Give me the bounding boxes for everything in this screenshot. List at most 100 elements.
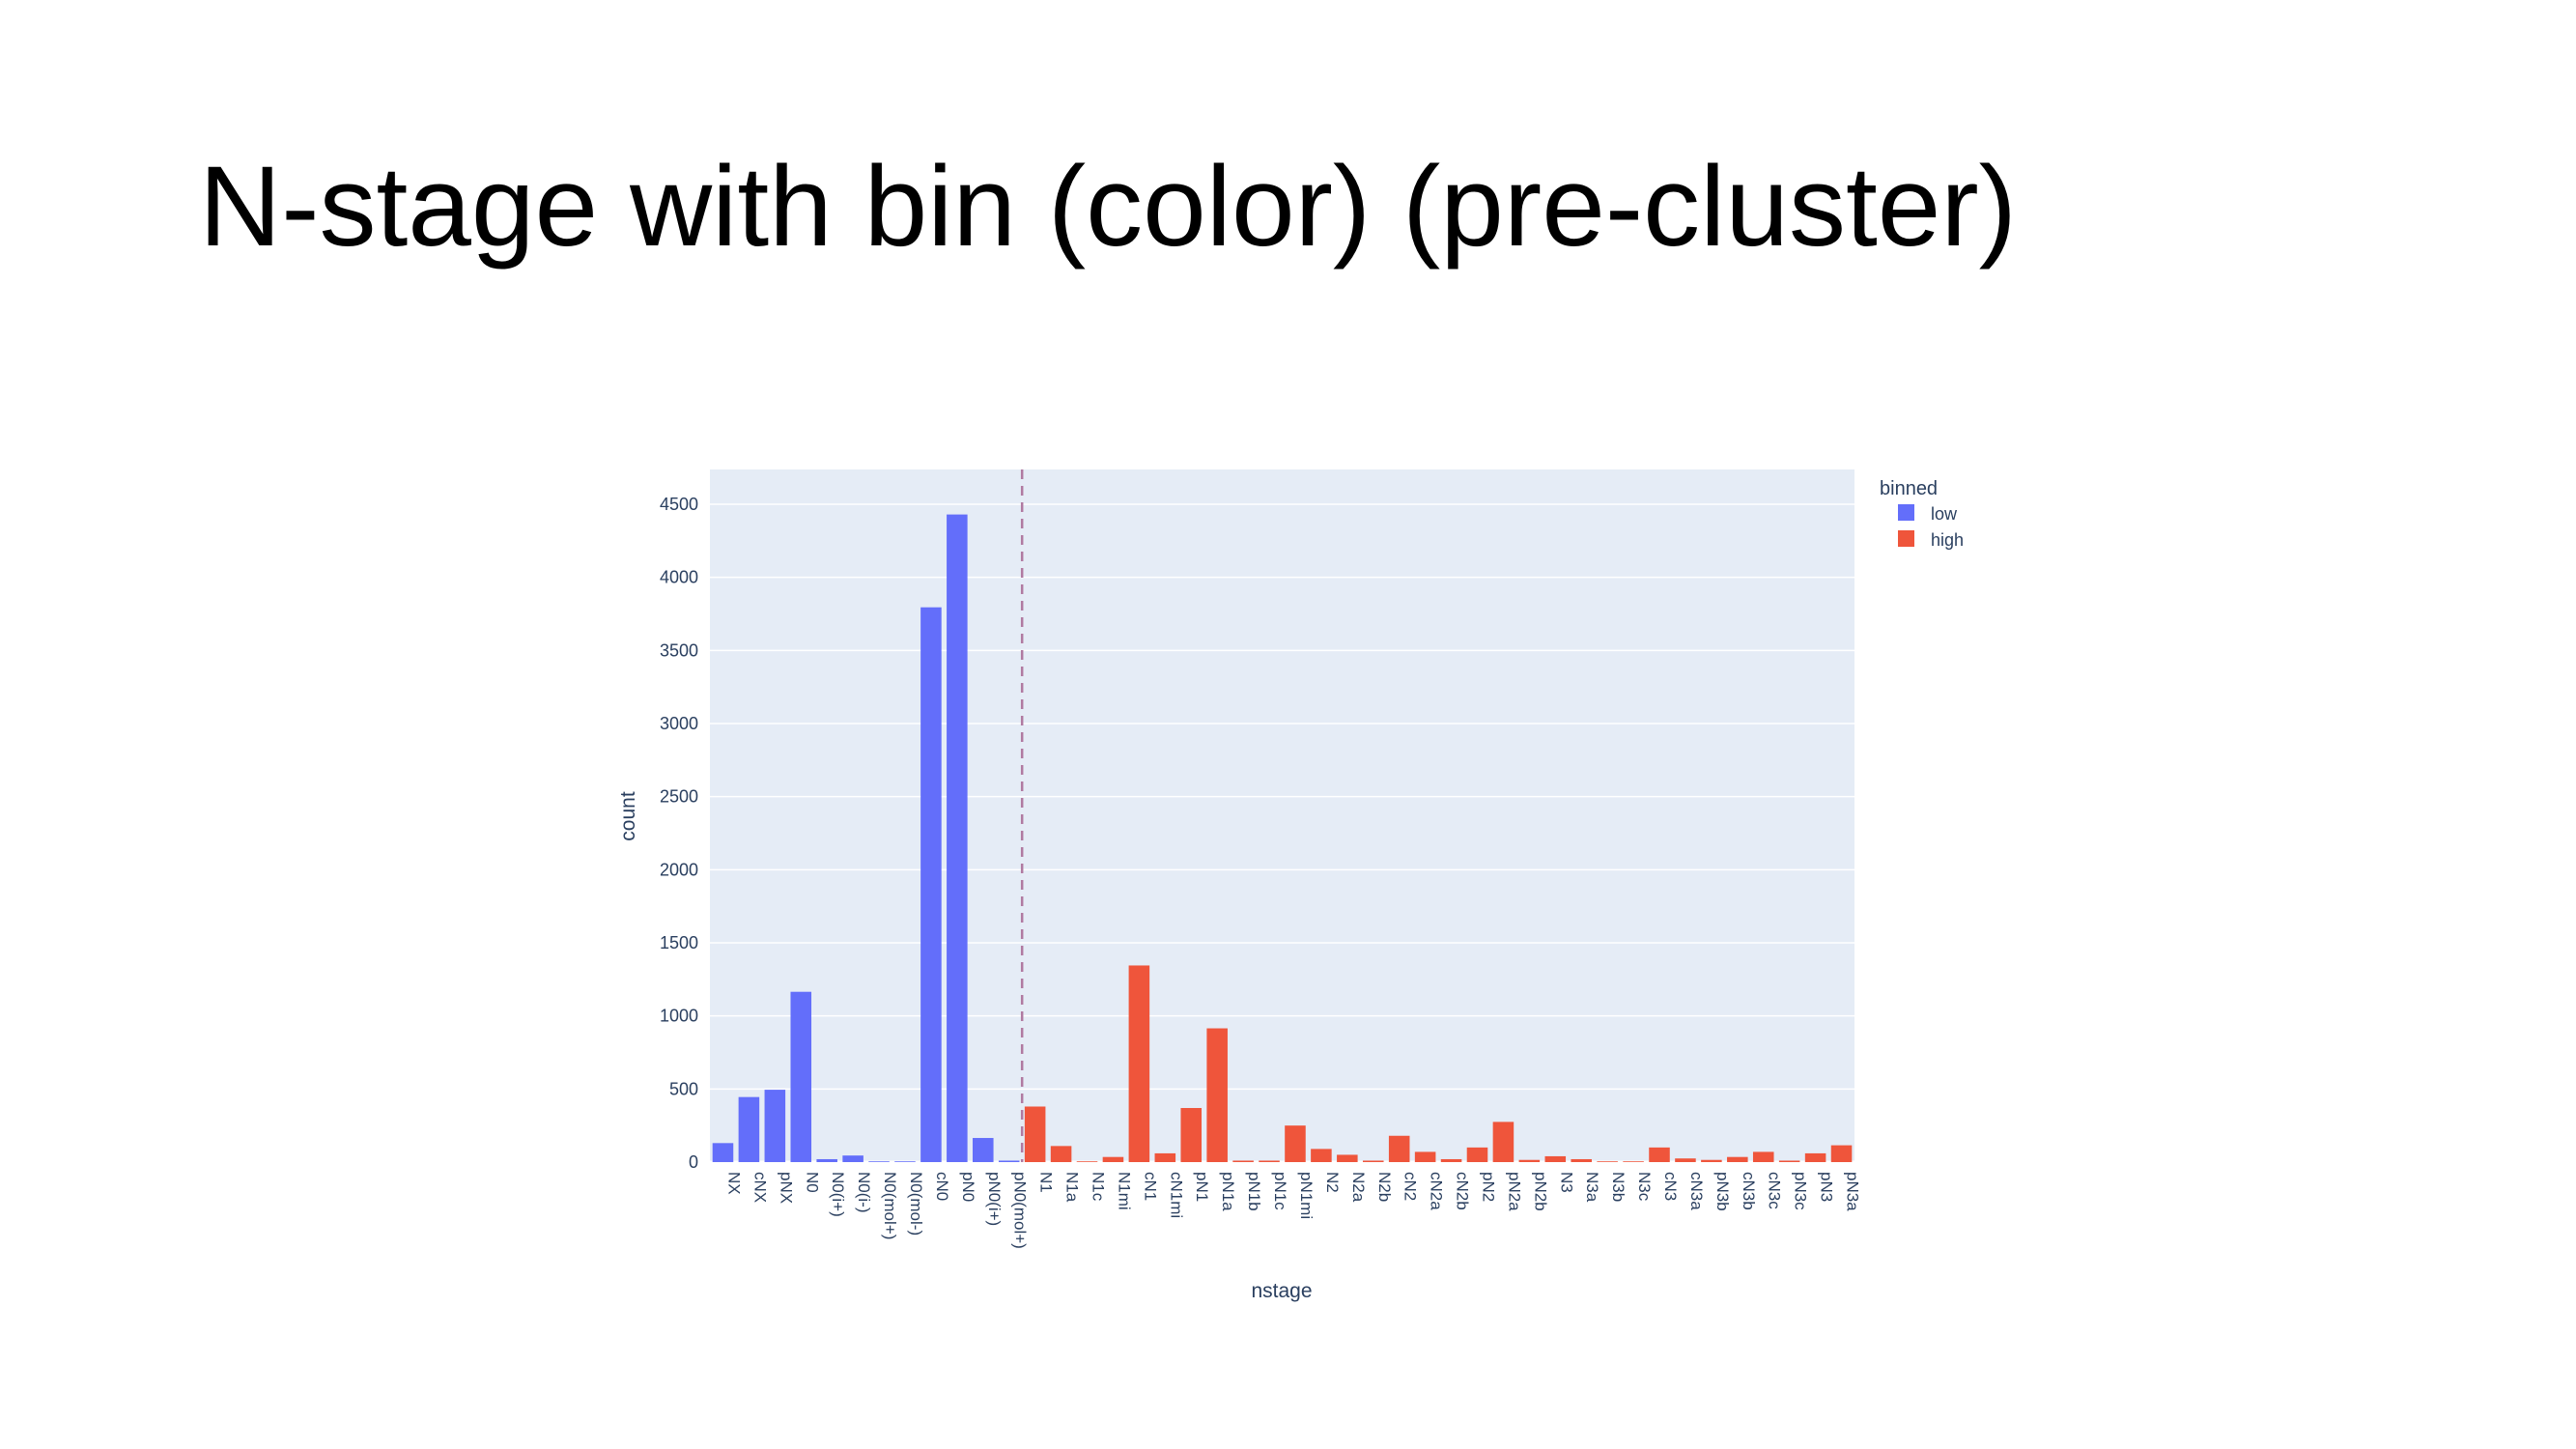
bar-low[interactable]: [973, 1138, 994, 1162]
x-tick-label: cN3a: [1687, 1172, 1706, 1210]
x-tick-label: cN1mi: [1167, 1172, 1185, 1218]
x-tick-label: pN1b: [1245, 1172, 1263, 1211]
x-tick-label: N3a: [1583, 1172, 1601, 1203]
bar-high[interactable]: [1102, 1156, 1124, 1162]
x-tick-label: N2: [1323, 1172, 1342, 1193]
bar-high[interactable]: [1024, 1106, 1046, 1162]
x-tick-label: pN1: [1193, 1172, 1211, 1202]
bar-low[interactable]: [764, 1090, 786, 1162]
x-tick-label: cN2b: [1454, 1172, 1472, 1210]
bar-high[interactable]: [1232, 1160, 1254, 1162]
bar-high[interactable]: [1623, 1161, 1644, 1162]
bar-high[interactable]: [1752, 1151, 1774, 1162]
bar-high[interactable]: [1649, 1147, 1670, 1162]
x-tick-label: N3b: [1609, 1172, 1628, 1202]
bar-high[interactable]: [1544, 1155, 1567, 1162]
bar-low[interactable]: [894, 1161, 916, 1162]
bar-high[interactable]: [1701, 1159, 1722, 1162]
bar-high[interactable]: [1492, 1122, 1514, 1162]
bar-high[interactable]: [1285, 1125, 1306, 1162]
x-tick-label: NX: [724, 1172, 743, 1195]
x-tick-label: cNX: [750, 1172, 769, 1203]
y-tick-label: 4500: [660, 495, 698, 514]
bar-low[interactable]: [998, 1160, 1020, 1162]
x-tick-label: cN3c: [1766, 1172, 1784, 1209]
x-tick-label: pN0: [959, 1172, 977, 1202]
y-tick-label: 3000: [660, 714, 698, 733]
bar-high[interactable]: [1830, 1145, 1853, 1162]
bar-high[interactable]: [1311, 1149, 1332, 1162]
bar-low[interactable]: [738, 1096, 760, 1162]
x-tick-label: N2b: [1375, 1172, 1394, 1202]
plot-area: [710, 469, 1854, 1162]
x-tick-label: pN2b: [1531, 1172, 1549, 1211]
bar-low[interactable]: [816, 1158, 837, 1162]
bar-high[interactable]: [1128, 965, 1150, 1162]
legend-label-high[interactable]: high: [1931, 530, 1964, 550]
x-tick-label: cN2a: [1428, 1172, 1446, 1210]
x-tick-label: N2a: [1349, 1172, 1368, 1203]
x-tick-label: cN3b: [1740, 1172, 1758, 1210]
bar-high[interactable]: [1675, 1158, 1696, 1162]
bar-high[interactable]: [1727, 1156, 1748, 1162]
slide-title: N-stage with bin (color) (pre-cluster): [199, 143, 2017, 270]
legend-title: binned: [1880, 478, 1938, 499]
bar-high[interactable]: [1466, 1147, 1488, 1162]
x-tick-label: N0(mol+): [881, 1172, 899, 1239]
x-tick-label: N3: [1557, 1172, 1575, 1193]
x-tick-label: N0(i+): [829, 1172, 847, 1217]
legend: binned low high: [1880, 478, 1964, 550]
legend-label-low[interactable]: low: [1931, 504, 1958, 524]
bar-high[interactable]: [1362, 1160, 1384, 1162]
y-tick-label: 2000: [660, 860, 698, 879]
bar-high[interactable]: [1206, 1028, 1228, 1162]
x-tick-label: N1a: [1063, 1172, 1082, 1203]
y-tick-label: 3500: [660, 640, 698, 660]
x-tick-label: N1mi: [1115, 1172, 1133, 1210]
bar-high[interactable]: [1050, 1146, 1072, 1162]
legend-swatch-low[interactable]: [1898, 504, 1914, 521]
x-tick-label: N1: [1037, 1172, 1056, 1193]
bar-low[interactable]: [712, 1143, 734, 1162]
x-tick-label: pNX: [777, 1172, 795, 1204]
bar-high[interactable]: [1414, 1151, 1436, 1162]
bar-high[interactable]: [1518, 1159, 1541, 1162]
y-tick-labels: 0 500 1000 1500 2000 2500 3000 3500 4000 4500: [660, 495, 698, 1172]
bar-high[interactable]: [1076, 1161, 1098, 1162]
x-tick-label: N0: [803, 1172, 821, 1193]
x-tick-label: N3c: [1635, 1172, 1654, 1202]
y-tick-label: 4000: [660, 568, 698, 587]
x-tick-label: N1c: [1090, 1172, 1108, 1202]
x-tick-label: N0(i-): [855, 1172, 873, 1213]
y-tick-label: 500: [669, 1079, 698, 1098]
x-tick-label: pN3c: [1792, 1172, 1810, 1210]
bar-high[interactable]: [1337, 1154, 1358, 1162]
bar-low[interactable]: [790, 991, 812, 1162]
x-tick-label: N0(mol-): [907, 1172, 925, 1236]
bar-low[interactable]: [868, 1161, 890, 1162]
bar-low[interactable]: [920, 607, 942, 1162]
x-tick-labels: NX cNX pNX N0 N0(i+) N0(i-) N0(mol+) N0(mol-) cN…: [724, 1172, 1861, 1249]
bar-high[interactable]: [1154, 1152, 1176, 1162]
bar-high[interactable]: [1440, 1158, 1462, 1162]
x-tick-label: pN3b: [1713, 1172, 1732, 1211]
bar-high[interactable]: [1804, 1152, 1826, 1162]
bar-high[interactable]: [1597, 1161, 1618, 1162]
x-tick-label: cN3: [1661, 1172, 1680, 1201]
bar-low[interactable]: [947, 514, 968, 1162]
x-axis-title: nstage: [1251, 1280, 1312, 1302]
bar-high[interactable]: [1388, 1135, 1410, 1162]
bar-high[interactable]: [1571, 1158, 1592, 1162]
x-tick-label: pN0(mol+): [1011, 1172, 1030, 1249]
bar-high[interactable]: [1180, 1108, 1203, 1162]
legend-swatch-high[interactable]: [1898, 530, 1914, 547]
x-tick-label: pN0(i+): [985, 1172, 1004, 1226]
bar-low[interactable]: [842, 1155, 863, 1162]
x-tick-label: cN1: [1141, 1172, 1159, 1201]
bar-high[interactable]: [1259, 1160, 1280, 1162]
bar-high[interactable]: [1778, 1160, 1800, 1162]
x-tick-label: cN0: [933, 1172, 951, 1201]
y-tick-label: 1500: [660, 933, 698, 952]
x-tick-label: cN2: [1401, 1172, 1420, 1201]
